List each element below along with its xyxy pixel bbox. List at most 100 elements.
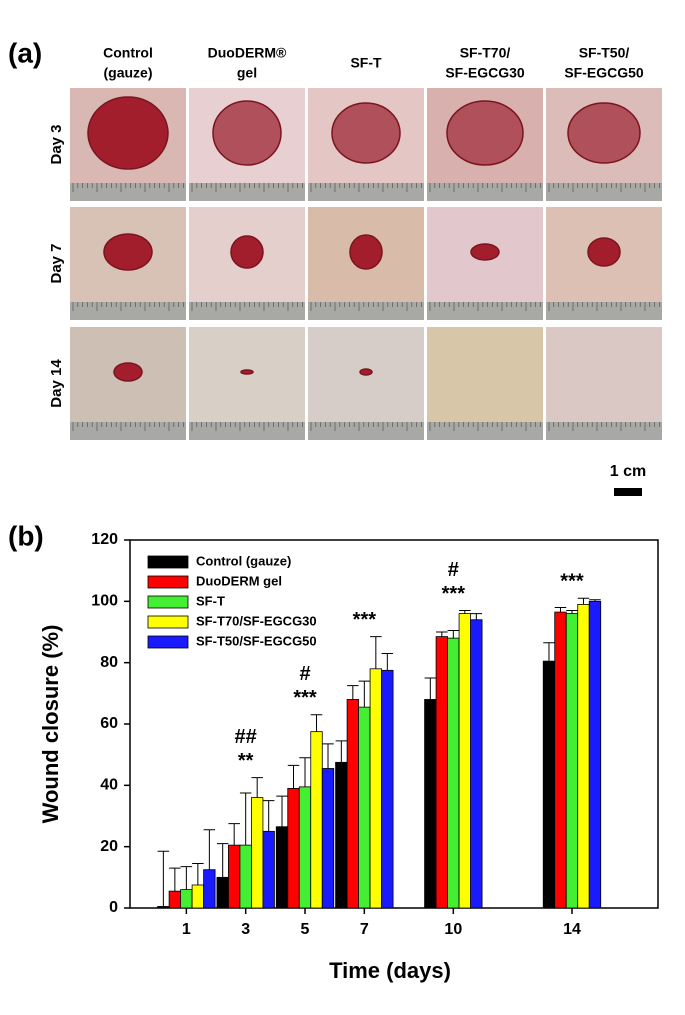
wound-photo [546, 327, 662, 440]
y-tick-label: 80 [100, 654, 118, 671]
ruler [189, 183, 305, 201]
bar [458, 613, 471, 909]
legend-label: SF-T50/SF-EGCG50 [196, 633, 317, 648]
bar [321, 768, 335, 909]
significance: ** [238, 750, 254, 772]
wound-photo [70, 327, 186, 440]
bar [335, 761, 348, 909]
bar [447, 637, 460, 909]
y-tick-label: 0 [109, 899, 118, 916]
bar [180, 889, 193, 909]
row-label: Day 3 [48, 124, 65, 164]
significance: # [448, 559, 459, 581]
error-bar [335, 740, 348, 763]
scale-bar [614, 488, 642, 496]
wound [103, 233, 153, 271]
ruler [427, 422, 543, 440]
column-header: SF-T [350, 55, 382, 71]
legend-swatch [147, 635, 189, 649]
legend-label: SF-T [196, 593, 225, 608]
bar [424, 699, 437, 909]
error-bar [180, 866, 193, 890]
y-axis-label: Wound closure (%) [38, 625, 63, 824]
ruler [546, 422, 662, 440]
bar [369, 668, 382, 909]
y-tick-label: 100 [91, 593, 118, 610]
legend-swatch [147, 615, 189, 629]
x-tick-label: 7 [360, 921, 369, 938]
error-bar [543, 642, 555, 662]
significance: *** [293, 687, 317, 709]
significance: # [299, 663, 310, 685]
panel-label: (b) [8, 520, 44, 551]
bar [298, 786, 312, 909]
y-tick-label: 20 [100, 838, 118, 855]
y-tick-label: 60 [100, 715, 118, 732]
wound-photo [308, 327, 424, 440]
error-bar [310, 714, 323, 732]
error-bar [203, 829, 216, 870]
bar [168, 890, 182, 909]
error-bar [566, 610, 578, 614]
bar [157, 906, 170, 909]
error-bar [239, 792, 252, 846]
ruler [546, 302, 662, 320]
ruler [308, 422, 424, 440]
error-bar [157, 850, 170, 907]
column-header: SF-EGCG30 [445, 65, 525, 81]
bar [228, 844, 241, 909]
wound-photo [427, 327, 543, 440]
ruler [308, 183, 424, 201]
bar [191, 884, 205, 909]
legend-swatch [147, 575, 189, 589]
wound [446, 100, 524, 166]
error-bar [370, 636, 382, 669]
wound [349, 234, 383, 270]
legend-label: SF-T70/SF-EGCG30 [196, 613, 317, 628]
bar [203, 869, 216, 909]
wound [113, 362, 143, 382]
ruler [70, 422, 186, 440]
bar [275, 826, 289, 909]
y-tick-label: 40 [100, 777, 118, 794]
ruler [189, 302, 305, 320]
error-bar [216, 843, 229, 878]
error-bar [299, 757, 311, 787]
error-bar [447, 629, 460, 639]
bar [262, 830, 275, 909]
column-header: (gauze) [104, 65, 153, 81]
column-header: DuoDERM® [208, 45, 287, 61]
wound-photo [189, 327, 305, 440]
significance: ## [235, 726, 257, 748]
error-bar [577, 597, 590, 605]
error-bar [287, 764, 300, 789]
wound [240, 369, 254, 375]
error-bar [322, 743, 334, 769]
row-label: Day 14 [48, 359, 65, 408]
significance: *** [560, 571, 584, 593]
ruler [427, 183, 543, 201]
wound [331, 102, 401, 164]
x-tick-label: 14 [563, 921, 581, 938]
bar [216, 876, 229, 909]
wound-photo [427, 207, 543, 320]
bar [470, 619, 483, 909]
wound [567, 102, 641, 164]
column-header: gel [237, 65, 257, 81]
bar [542, 660, 556, 909]
wound [87, 96, 169, 170]
legend-swatch [147, 555, 189, 569]
panel-label: (a) [8, 37, 42, 68]
bar [381, 669, 394, 909]
x-tick-label: 10 [444, 921, 462, 938]
error-bar [358, 680, 371, 708]
bar [358, 706, 371, 909]
column-header: SF-T70/ [460, 45, 511, 61]
wound [359, 368, 373, 376]
bar [251, 797, 264, 909]
error-bar [424, 677, 437, 700]
column-header: SF-EGCG50 [564, 65, 644, 81]
error-bar [436, 631, 448, 637]
row-label: Day 7 [48, 243, 65, 283]
ruler [427, 302, 543, 320]
